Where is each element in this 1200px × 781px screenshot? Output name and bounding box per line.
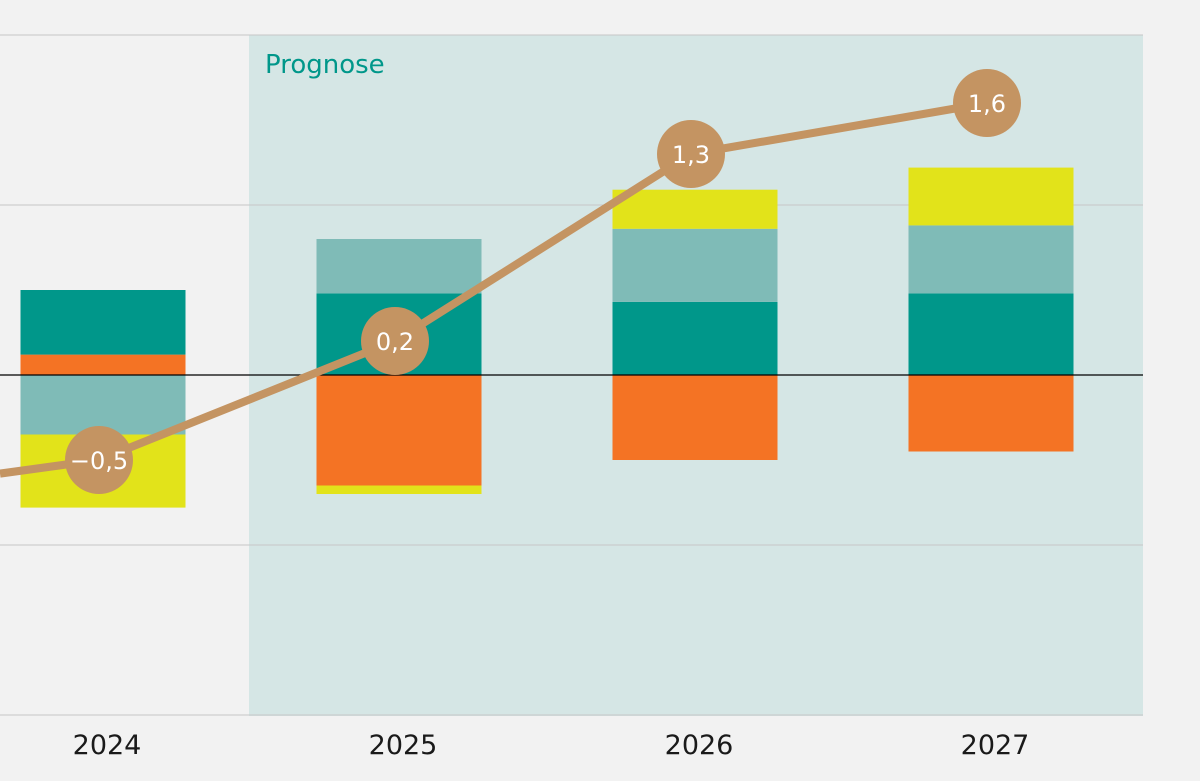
x-tick-label: 2027 <box>961 730 1030 761</box>
forecast-label: Prognose <box>265 50 385 80</box>
bar-segment <box>612 189 778 229</box>
bar-segment <box>316 239 482 294</box>
total-line: −0,5 0,2 1,3 1,6 <box>0 69 1021 494</box>
grid-lines <box>0 34 1143 716</box>
bar-segment <box>612 375 778 460</box>
bar-segment <box>20 375 186 435</box>
total-marker <box>361 307 429 375</box>
bar-segment <box>612 301 778 375</box>
x-tick-label: 2024 <box>73 730 142 761</box>
total-marker <box>657 120 725 188</box>
total-value-label: 0,2 <box>376 328 414 356</box>
total-value-label: −0,5 <box>70 447 128 475</box>
bar-segment <box>612 228 778 302</box>
bar-segment <box>20 354 186 375</box>
bar-segment <box>908 375 1074 452</box>
total-value-label: 1,6 <box>968 90 1006 118</box>
total-marker <box>65 426 133 494</box>
x-tick-label: 2025 <box>369 730 438 761</box>
bar-segment <box>908 293 1074 375</box>
bar-segment <box>20 290 186 355</box>
x-tick-label: 2026 <box>665 730 734 761</box>
bar-segment <box>908 167 1074 226</box>
bar-segment <box>316 375 482 486</box>
total-marker <box>953 69 1021 137</box>
bar-segment <box>908 225 1074 294</box>
bar-segment <box>316 485 482 494</box>
x-axis-labels: 2024 2025 2026 2027 <box>73 730 1030 761</box>
total-value-label: 1,3 <box>672 141 710 169</box>
